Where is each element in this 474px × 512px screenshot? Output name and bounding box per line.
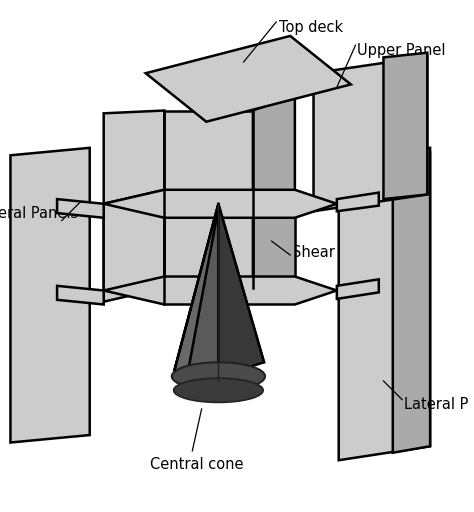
Polygon shape — [337, 193, 379, 211]
Text: Lateral P: Lateral P — [404, 397, 468, 412]
Polygon shape — [104, 111, 164, 290]
Polygon shape — [146, 36, 351, 122]
Polygon shape — [57, 286, 104, 305]
Polygon shape — [253, 190, 295, 276]
Polygon shape — [393, 148, 430, 453]
Text: Top deck: Top deck — [279, 20, 343, 35]
Polygon shape — [337, 280, 379, 299]
Polygon shape — [174, 204, 219, 373]
Text: eral Panels: eral Panels — [0, 206, 79, 221]
Polygon shape — [104, 190, 337, 218]
Polygon shape — [313, 56, 427, 211]
Polygon shape — [174, 204, 219, 376]
Text: Shear: Shear — [292, 245, 335, 260]
Polygon shape — [219, 204, 264, 376]
Polygon shape — [104, 276, 337, 305]
Polygon shape — [383, 53, 427, 199]
Polygon shape — [253, 95, 295, 288]
Text: Central cone: Central cone — [150, 457, 244, 473]
Text: Upper Panel: Upper Panel — [357, 44, 446, 58]
Polygon shape — [104, 190, 164, 302]
Polygon shape — [164, 111, 253, 288]
Ellipse shape — [172, 362, 265, 390]
Polygon shape — [10, 148, 90, 442]
Ellipse shape — [173, 378, 263, 402]
Polygon shape — [57, 199, 104, 218]
Polygon shape — [339, 153, 430, 460]
